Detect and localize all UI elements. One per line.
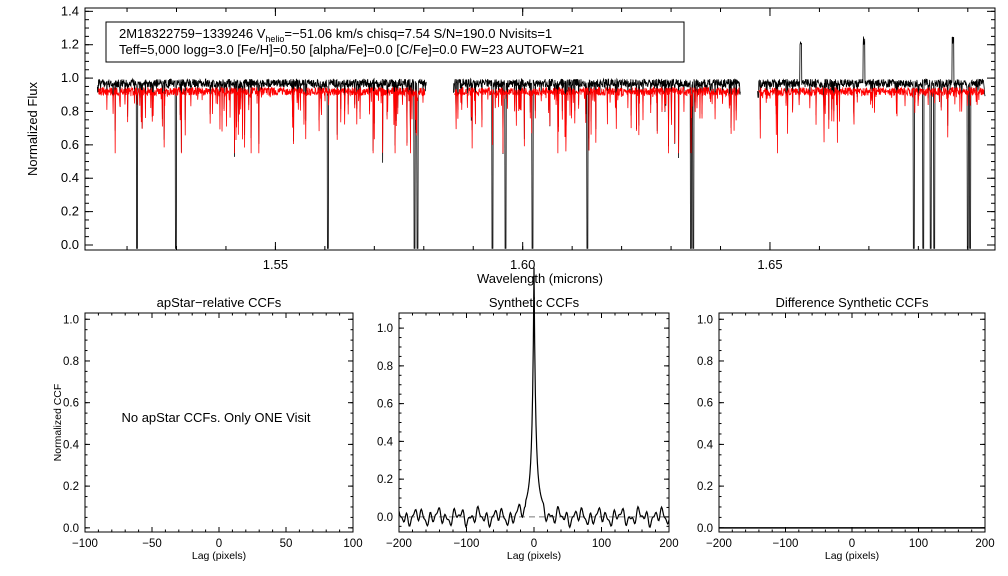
- apstar-ylabel: Normalized CCF: [52, 384, 64, 462]
- velocity-symbol: V: [257, 26, 266, 41]
- difference-xtick-label: 0: [849, 538, 855, 550]
- apstar-xtick-label: 100: [343, 538, 362, 550]
- synthetic-xtick-label: 200: [659, 538, 678, 550]
- synthetic-xtick-label: 0: [531, 538, 537, 550]
- observed-spectrum-chip-2: [453, 77, 741, 249]
- spectrum-xtick-label: 1.55: [263, 257, 288, 272]
- synthetic-ccf-line: [398, 267, 670, 529]
- synthetic-xlabel: Lag (pixels): [507, 550, 561, 562]
- spectrum-ytick-label: 1.2: [61, 37, 79, 52]
- difference-xtick-label: −100: [773, 538, 799, 550]
- difference-ytick-label: 0.6: [697, 398, 713, 410]
- synthetic-axes: −200 −100 0 100 200 0.0 0.2 0.4 0.6 0.8 1.0 Lag (pi…: [377, 295, 679, 562]
- spectrum-ytick-label: 1.0: [61, 70, 79, 85]
- spectrum-xtick-label: 1.65: [757, 257, 782, 272]
- velocity-subscript: helio: [265, 34, 284, 44]
- synthetic-ytick-label: 0.2: [377, 474, 393, 486]
- spectrum-xtick-label: 1.60: [510, 257, 535, 272]
- synthetic-spectrum-chip-3: [758, 86, 985, 154]
- spectrum-ytick-label: 1.4: [61, 3, 79, 18]
- spectrum-ytick-label: 0.2: [61, 204, 79, 219]
- spectrum-axes: 1.55 1.60 1.65 0.0 0.2 0.4 0.6 0.8 1.0 1.2 1.4 Wave…: [25, 3, 996, 286]
- spectrum-ytick-label: 0.0: [61, 237, 79, 252]
- spectrum-ylabel: Normalized Flux: [25, 82, 40, 176]
- synthetic-ytick-label: 1.0: [377, 323, 393, 335]
- apstar-xtick-label: 50: [280, 538, 293, 550]
- info-box: 2M18322759−1339246 Vhelio=−51.06 km/s ch…: [105, 21, 685, 63]
- difference-ytick-label: 1.0: [697, 314, 713, 326]
- difference-frame: [718, 312, 986, 533]
- synthetic-ytick-label: 0.4: [377, 436, 394, 448]
- apstar-ytick-label: 0.8: [63, 356, 79, 368]
- synthetic-xtick-label: 100: [592, 538, 611, 550]
- synthetic-spectrum-chip-2: [454, 86, 740, 154]
- apstar-xtick-label: 0: [216, 538, 222, 550]
- difference-ytick-label: 0.8: [697, 356, 713, 368]
- apstar-ytick-label: 0.4: [63, 439, 80, 451]
- apstar-ytick-label: 0.6: [63, 398, 79, 410]
- difference-xlabel: Lag (pixels): [825, 550, 879, 562]
- info-line-1: 2M18322759−1339246 Vhelio=−51.06 km/s ch…: [119, 26, 552, 44]
- difference-ytick-label: 0.4: [697, 439, 714, 451]
- spectrum-ytick-label: 0.6: [61, 137, 79, 152]
- spectrum-ytick-label: 0.8: [61, 103, 79, 118]
- spectrum-ytick-label: 0.4: [61, 170, 79, 185]
- difference-xtick-label: 100: [909, 538, 928, 550]
- difference-ytick-label: 0.2: [697, 481, 713, 493]
- synthetic-spectrum-chip-1: [98, 86, 426, 154]
- difference-axes: −200 −100 0 100 200 0.0 0.2 0.4 0.6 0.8 1.0 Lag (pi…: [697, 295, 995, 562]
- apstar-ytick-label: 0.2: [63, 481, 79, 493]
- synthetic-xtick-label: −200: [386, 538, 412, 550]
- synthetic-ytick-label: 0.6: [377, 399, 393, 411]
- no-ccf-message: No apStar CCFs. Only ONE Visit: [121, 410, 310, 425]
- spectrum-frame: [84, 7, 996, 251]
- observed-spectrum-chip-1: [96, 77, 427, 249]
- star-id: 2M18322759−1339246: [119, 26, 257, 41]
- synthetic-ytick-label: 0.8: [377, 361, 393, 373]
- synthetic-xtick-label: −100: [454, 538, 480, 550]
- apstar-xtick-label: −100: [72, 538, 98, 550]
- info-box-frame: [105, 21, 685, 63]
- apstar-title: apStar−relative CCFs: [157, 295, 282, 310]
- info-line-2: Teff=5,000 logg=3.0 [Fe/H]=0.50 [alpha/F…: [119, 42, 584, 57]
- apstar-xtick-label: −50: [142, 538, 162, 550]
- synthetic-ytick-label: 0.0: [377, 512, 393, 524]
- apstar-xlabel: Lag (pixels): [192, 550, 246, 562]
- velocity-stats: =−51.06 km/s chisq=7.54 S/N=190.0 Nvisit…: [284, 26, 552, 41]
- difference-ytick-label: 0.0: [697, 523, 713, 535]
- observed-spectrum-chip-3: [757, 36, 986, 249]
- spectrum-xlabel: Wavelength (microns): [477, 271, 603, 286]
- apstar-axes: −100 −50 0 50 100 0.0 0.2 0.4 0.6 0.8 1.0 Lag (pixe…: [52, 295, 363, 562]
- apstar-ytick-label: 0.0: [63, 523, 79, 535]
- difference-xtick-label: −200: [706, 538, 732, 550]
- apstar-ytick-label: 1.0: [63, 314, 79, 326]
- difference-xtick-label: 200: [975, 538, 994, 550]
- difference-title: Difference Synthetic CCFs: [776, 295, 929, 310]
- synthetic-frame: [398, 312, 670, 533]
